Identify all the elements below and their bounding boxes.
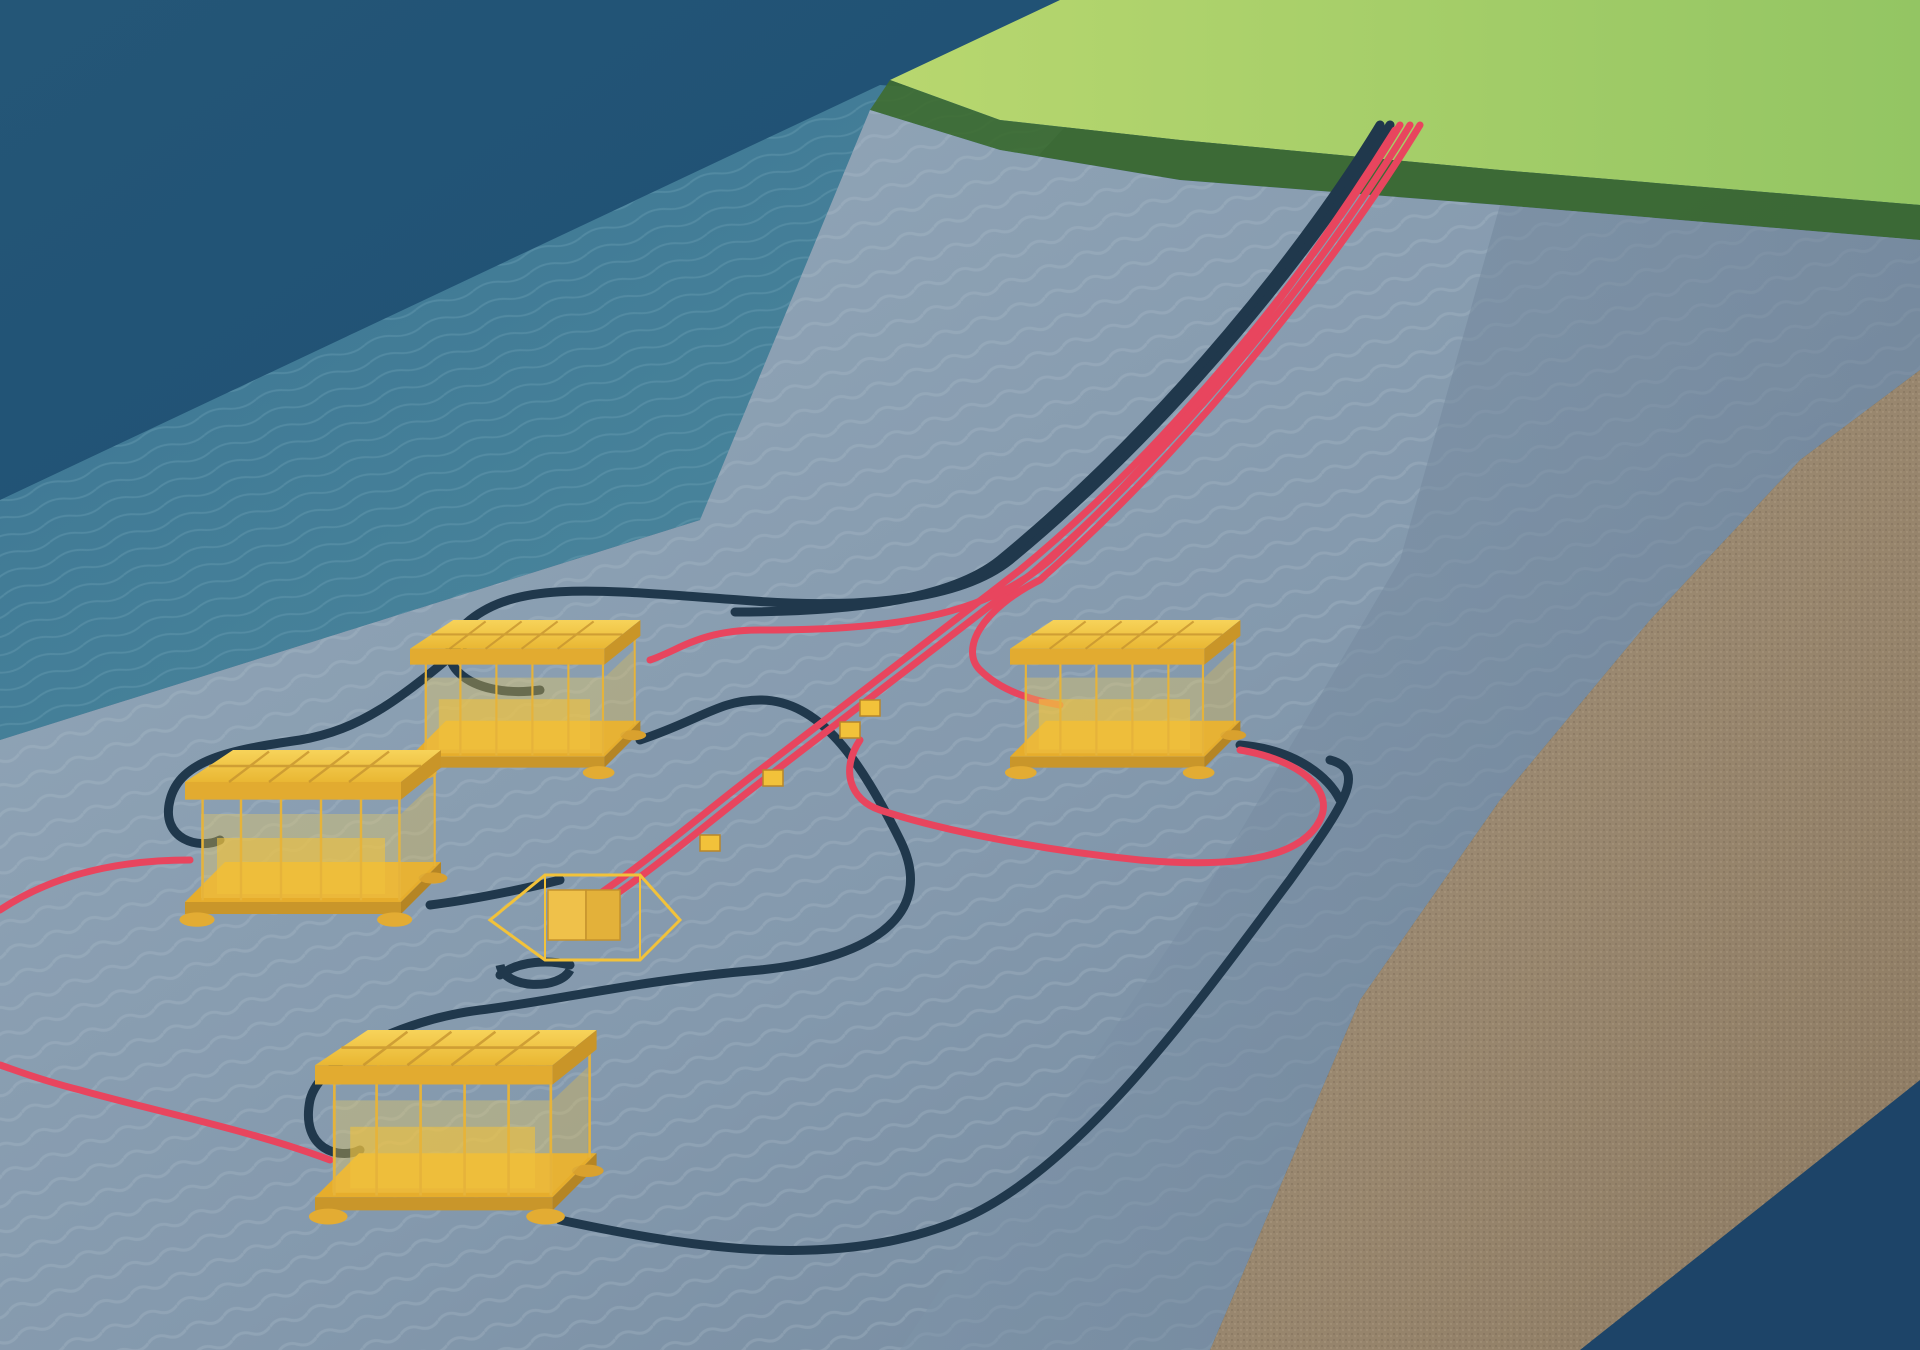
inline-connector-3 (762, 769, 784, 787)
deep-water-below (1580, 1080, 1920, 1350)
inline-connector-2 (839, 721, 861, 739)
inline-connector-4 (699, 834, 721, 852)
land-edge (870, 80, 1920, 240)
subsea-module-middle-left (178, 748, 449, 928)
land-top (890, 0, 1920, 205)
power-cables (0, 121, 1424, 1164)
soil-texture (1210, 370, 1920, 1350)
seabed-slope (900, 205, 1920, 1350)
subsea-module-lower (307, 1028, 605, 1226)
subsea-module-upper-right (1003, 618, 1248, 781)
subsea-distribution-hub (487, 873, 683, 989)
inline-connectors (699, 699, 881, 852)
subsea-module-upper-left (403, 618, 648, 781)
inline-connector-1 (859, 699, 881, 717)
